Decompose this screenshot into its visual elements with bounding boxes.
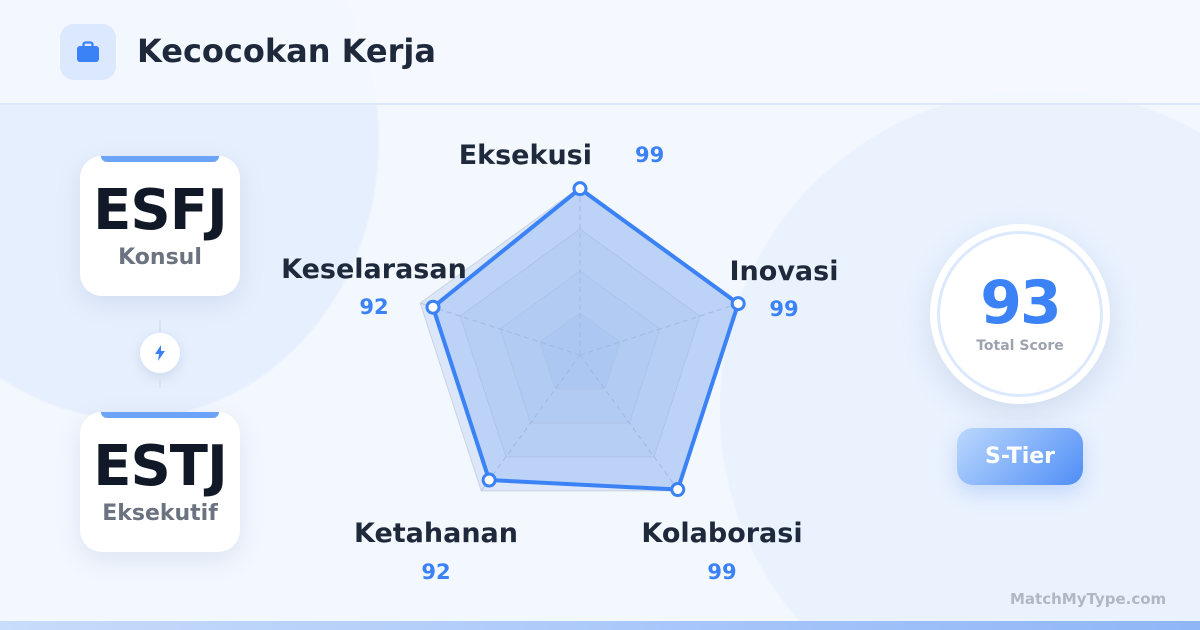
value-label: 99	[635, 143, 664, 167]
lightning-icon	[140, 333, 180, 373]
type-card-2: ESTJ Eksekutif	[80, 412, 240, 552]
axis-label: Keselarasan	[281, 254, 467, 285]
briefcase-icon	[60, 24, 116, 80]
data-point	[572, 181, 588, 197]
header: Kecocokan Kerja	[0, 0, 1200, 105]
type-code: ESTJ	[93, 434, 228, 499]
data-point	[670, 482, 686, 498]
connector-line	[159, 376, 161, 388]
grid-spoke	[480, 354, 581, 492]
bottom-bar	[0, 621, 1200, 630]
grid-spoke	[579, 354, 680, 492]
data-point	[481, 472, 497, 488]
axis-label: Ketahanan	[354, 518, 518, 549]
total-score-label: Total Score	[976, 338, 1064, 354]
score-ring	[937, 231, 1103, 397]
type-code: ESFJ	[93, 178, 228, 243]
axis-label: Eksekusi	[459, 140, 592, 171]
type-card-1: ESFJ Konsul	[80, 156, 240, 296]
tier-badge: S-Tier	[957, 428, 1083, 485]
page-title: Kecocokan Kerja	[137, 32, 436, 70]
grid-spoke	[579, 302, 740, 356]
total-score-circle: 93 Total Score	[930, 224, 1110, 404]
radar-chart: Eksekusi 99 Inovasi 99 Kolaborasi 99 Ketahanan…	[281, 140, 839, 584]
type-name: Eksekutif	[102, 501, 218, 526]
value-label: 99	[769, 297, 798, 321]
card-accent-bar	[101, 412, 219, 418]
data-polygon	[431, 186, 741, 492]
card-accent-bar	[101, 156, 219, 162]
connector-line	[159, 320, 161, 332]
value-label: 92	[359, 295, 388, 319]
value-label: 99	[707, 560, 736, 584]
value-label: 92	[421, 560, 450, 584]
type-name: Konsul	[118, 245, 202, 270]
data-point	[425, 299, 441, 315]
axis-label: Inovasi	[730, 256, 839, 287]
data-point	[730, 296, 746, 312]
axis-label: Kolaborasi	[641, 518, 802, 549]
total-score-value: 93	[980, 268, 1062, 338]
brand-watermark: MatchMyType.com	[1010, 590, 1167, 608]
